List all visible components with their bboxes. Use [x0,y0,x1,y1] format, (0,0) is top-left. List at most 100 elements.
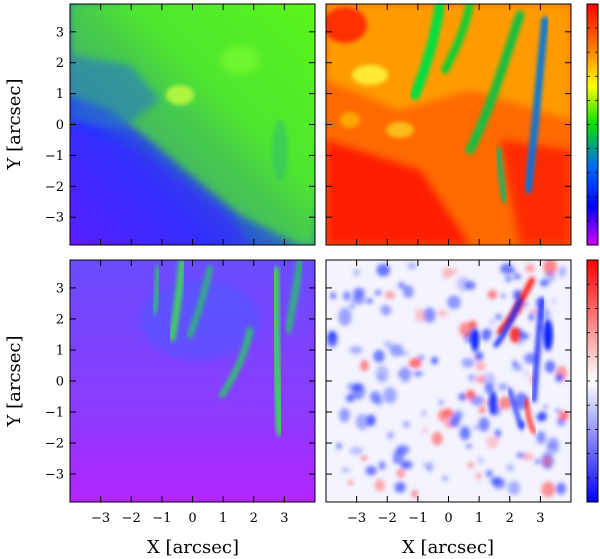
speckle [402,421,411,428]
speckle [400,350,409,357]
speckle [414,308,427,323]
x-tick-label: 0 [444,511,452,526]
speckle [544,360,556,373]
speckle [485,469,493,478]
speckle [512,273,522,280]
y-tick-label: 3 [56,281,64,296]
speckle [475,361,486,372]
speckle [525,263,535,273]
speckle [353,384,362,392]
speckle [489,320,495,325]
speckle [349,304,355,309]
speckle [544,270,556,283]
y-tick-label: −3 [45,211,64,226]
speckle [366,414,376,427]
speckle [524,371,529,376]
speckle [394,481,406,493]
speckle [484,383,495,395]
speckle [459,426,471,441]
speckle [361,455,367,461]
ticks-br [326,260,571,502]
speckle [473,425,479,430]
speckle [438,409,448,422]
speckle [478,417,490,432]
speckle [530,309,537,314]
x-tick-label: 1 [475,511,483,526]
speckle [478,406,486,414]
speckle [542,456,552,468]
speckle [399,366,412,382]
speckle [498,396,512,410]
speckle [504,275,512,283]
speckle [486,435,500,449]
speckle [466,444,472,449]
speckle [507,480,521,495]
x-tick-label: 2 [250,511,258,526]
speckle [528,313,535,321]
speckle [439,399,444,406]
speckle [396,444,410,455]
speckle [373,349,385,363]
speckle [473,355,478,359]
speckle [475,472,482,480]
speckle [448,268,459,275]
x-tick-label: 0 [188,511,196,526]
speckle [541,481,556,498]
speckle [423,462,434,470]
speckle [523,352,538,365]
speckle [456,276,470,292]
y-tick-label: 2 [56,56,64,71]
speckle [543,260,557,276]
speckle [348,479,353,486]
speckle [355,413,369,430]
speckle [487,289,498,300]
x-tick-label: −1 [152,511,171,526]
y-tick-label: −1 [45,149,64,164]
speckle [449,415,460,428]
speckle [495,313,502,321]
panel-bottom-left [69,259,316,503]
speckle [516,452,525,458]
x-axis-label-left: X [arcsec] [147,537,239,558]
speckle [497,383,509,391]
speckle [421,410,426,417]
heatmap-image [70,260,315,502]
speckle [475,375,486,384]
speckle [492,477,506,490]
speckle [500,263,514,275]
y-tick-label: −1 [45,406,64,421]
speckle [447,295,461,310]
y-tick-label: 1 [56,343,64,358]
speckle [431,431,443,446]
speckle [401,460,413,470]
y-tick-label: 1 [56,87,64,102]
speckle [521,452,534,461]
speckle [393,459,399,464]
speckle [551,299,556,303]
speckle [483,327,493,337]
speckle [466,389,476,398]
speckle [431,356,438,365]
speckle [336,442,342,450]
speckle [409,358,422,369]
y-tick-label: −3 [45,468,64,483]
ticks-tl [70,4,315,245]
speckle [345,393,355,403]
heatmap-image [326,4,571,245]
heatmap-image [326,260,571,502]
speckle [374,290,382,296]
y-tick-label: 2 [56,312,64,327]
y-tick-label: 3 [56,25,64,40]
speckle [458,392,466,401]
speckle [467,461,475,469]
speckle [407,262,418,270]
speckle [383,340,393,349]
x-axis-label-right: X [arcsec] [402,537,494,558]
speckle [436,309,449,317]
speckle [482,372,496,388]
speckle [353,269,360,276]
y-axis-label-top: Y [arcsec] [4,78,25,170]
speckle [442,476,448,481]
speckle [512,363,523,372]
